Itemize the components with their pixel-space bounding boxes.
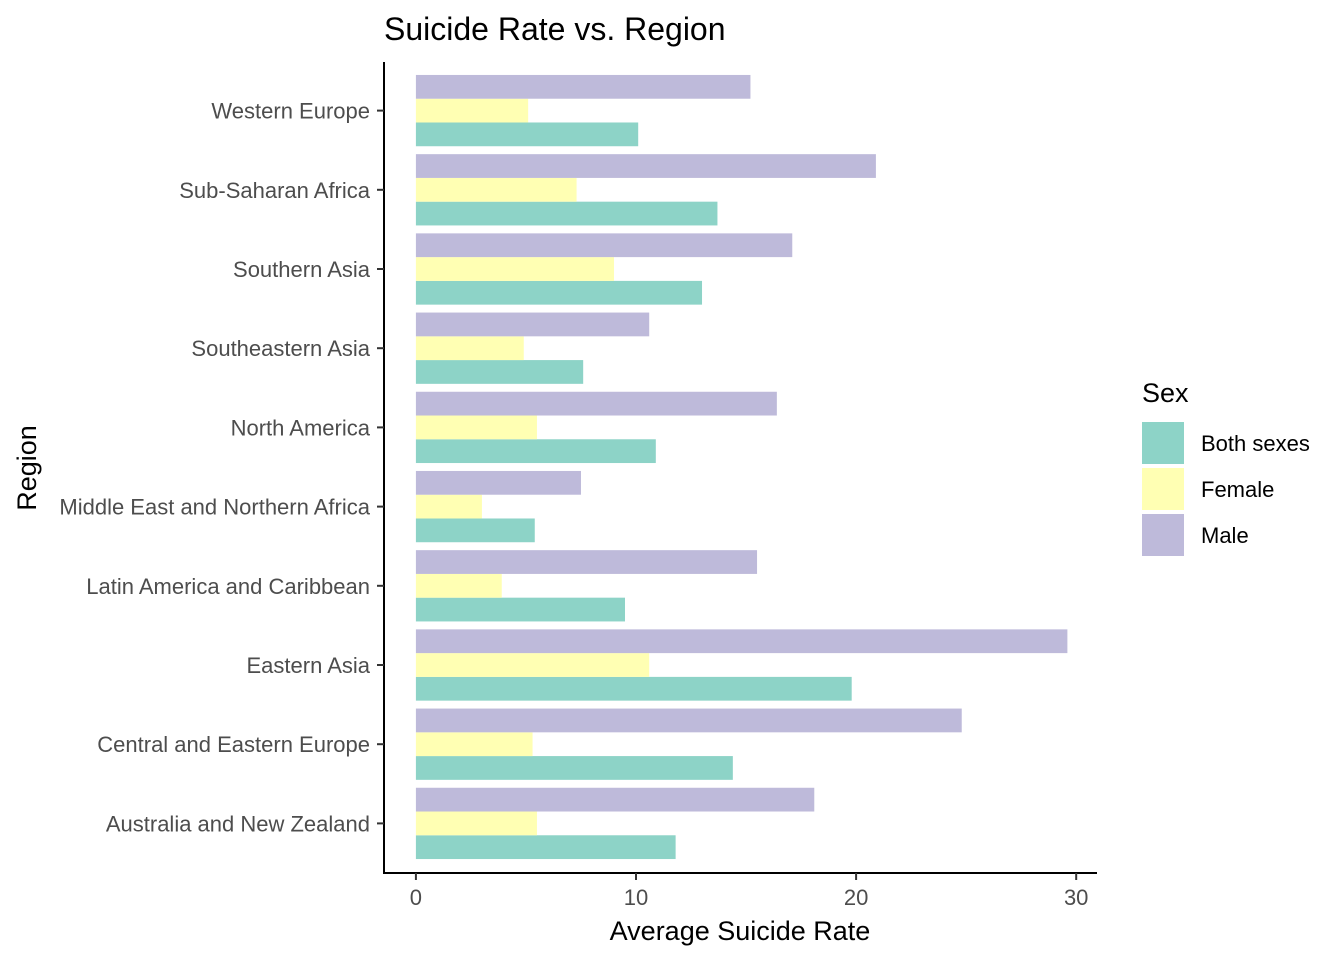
bar-north-america-male: [415, 391, 777, 416]
y-tick-label-southeastern-asia: Southeastern Asia: [191, 336, 370, 361]
bar-western-europe-both-sexes: [415, 122, 639, 147]
y-tick-label-australia-and-new-zealand: Australia and New Zealand: [106, 811, 370, 836]
bar-southeastern-asia-male: [415, 312, 650, 337]
y-tick-label-central-and-eastern-europe: Central and Eastern Europe: [97, 732, 370, 757]
x-tick-label-10: 10: [624, 885, 648, 910]
y-tick-label-middle-east-and-northern-africa: Middle East and Northern Africa: [59, 495, 370, 520]
y-tick-label-eastern-asia: Eastern Asia: [246, 653, 370, 678]
bar-eastern-asia-both-sexes: [415, 676, 852, 701]
bar-southern-asia-both-sexes: [415, 280, 703, 305]
legend-label-both-sexes: Both sexes: [1201, 431, 1310, 456]
x-tick-label-20: 20: [844, 885, 868, 910]
x-tick-label-30: 30: [1064, 885, 1088, 910]
bar-north-america-female: [415, 415, 537, 440]
bar-sub-saharan-africa-female: [415, 177, 577, 202]
bar-latin-america-and-caribbean-female: [415, 573, 502, 598]
bar-southeastern-asia-both-sexes: [415, 360, 584, 384]
bar-australia-and-new-zealand-female: [415, 811, 537, 836]
legend-title: Sex: [1142, 378, 1189, 408]
bar-central-and-eastern-europe-both-sexes: [415, 756, 733, 780]
bar-north-america-both-sexes: [415, 439, 656, 464]
y-axis-title: Region: [12, 425, 42, 511]
bar-australia-and-new-zealand-both-sexes: [415, 835, 676, 860]
bar-central-and-eastern-europe-male: [415, 708, 962, 733]
legend-key-male: [1142, 514, 1184, 556]
bar-latin-america-and-caribbean-male: [415, 550, 758, 574]
y-tick-label-southern-asia: Southern Asia: [233, 257, 371, 282]
chart-title: Suicide Rate vs. Region: [384, 11, 726, 47]
bar-latin-america-and-caribbean-both-sexes: [415, 597, 625, 622]
bar-western-europe-male: [415, 74, 751, 99]
x-axis-title: Average Suicide Rate: [610, 916, 871, 946]
y-ticks-group: Australia and New Zealand Central and Eas…: [59, 99, 384, 836]
legend-key-both-sexes: [1142, 422, 1184, 464]
bar-central-and-eastern-europe-female: [415, 732, 533, 757]
bar-southeastern-asia-female: [415, 336, 524, 361]
bar-southern-asia-female: [415, 257, 614, 281]
bar-middle-east-and-northern-africa-male: [415, 470, 581, 495]
bar-middle-east-and-northern-africa-both-sexes: [415, 518, 535, 543]
bar-middle-east-and-northern-africa-female: [415, 494, 482, 519]
y-tick-label-western-europe: Western Europe: [211, 99, 370, 124]
bar-australia-and-new-zealand-male: [415, 787, 815, 812]
legend-label-male: Male: [1201, 523, 1249, 548]
bar-sub-saharan-africa-both-sexes: [415, 201, 718, 226]
bar-southern-asia-male: [415, 233, 793, 258]
bars-group: [415, 74, 1068, 860]
y-tick-label-latin-america-and-caribbean: Latin America and Caribbean: [86, 574, 370, 599]
legend-key-female: [1142, 468, 1184, 510]
bar-eastern-asia-female: [415, 653, 650, 677]
y-tick-label-north-america: North America: [231, 415, 371, 440]
bar-western-europe-female: [415, 98, 529, 123]
legend-entries: Both sexes Female Male: [1142, 422, 1310, 556]
bar-eastern-asia-male: [415, 629, 1068, 654]
y-tick-label-sub-saharan-africa: Sub-Saharan Africa: [179, 178, 371, 203]
legend-label-female: Female: [1201, 477, 1274, 502]
x-tick-label-0: 0: [410, 885, 422, 910]
bar-sub-saharan-africa-male: [415, 154, 876, 178]
legend: Sex Both sexes Female Male: [1142, 378, 1310, 556]
x-ticks-group: 0 10 20 30: [410, 873, 1088, 910]
